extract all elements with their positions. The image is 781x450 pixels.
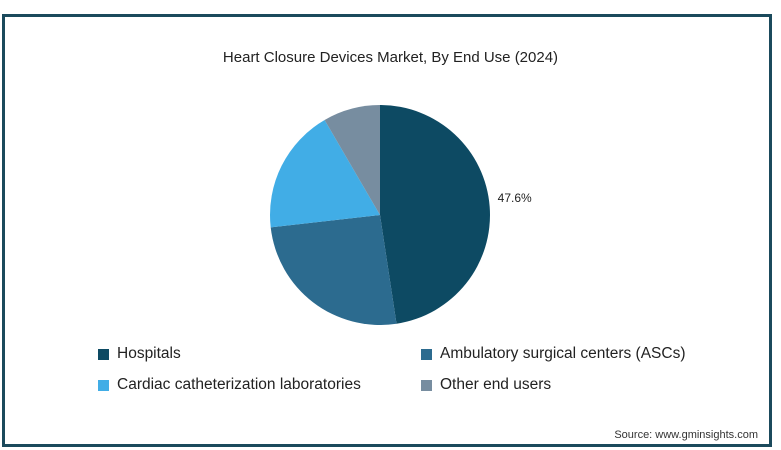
legend-label: Cardiac catheterization laboratories <box>117 376 361 393</box>
legend-item-other: Other end users <box>421 376 551 394</box>
data-label-hospitals: 47.6% <box>498 191 532 205</box>
pie-slice-ascs <box>270 215 397 325</box>
legend-label: Ambulatory surgical centers (ASCs) <box>440 345 686 362</box>
legend-label: Hospitals <box>117 345 181 362</box>
legend-swatch <box>421 379 432 391</box>
legend-swatch <box>421 348 432 360</box>
pie-slice-cath-labs <box>270 119 380 228</box>
chart-title: Heart Closure Devices Market, By End Use… <box>222 49 559 66</box>
legend-swatch <box>98 379 109 391</box>
legend-item-ascs: Ambulatory surgical centers (ASCs) <box>421 345 686 363</box>
pie-slice-hospitals <box>380 105 490 324</box>
source-note: Source: www.gminsights.com <box>614 429 758 441</box>
legend-swatch <box>98 348 109 360</box>
legend-item-cath-labs: Cardiac catheterization laboratories <box>98 376 361 394</box>
pie-slice-other <box>324 105 380 215</box>
legend-item-hospitals: Hospitals <box>98 345 181 363</box>
legend-label: Other end users <box>440 376 552 393</box>
